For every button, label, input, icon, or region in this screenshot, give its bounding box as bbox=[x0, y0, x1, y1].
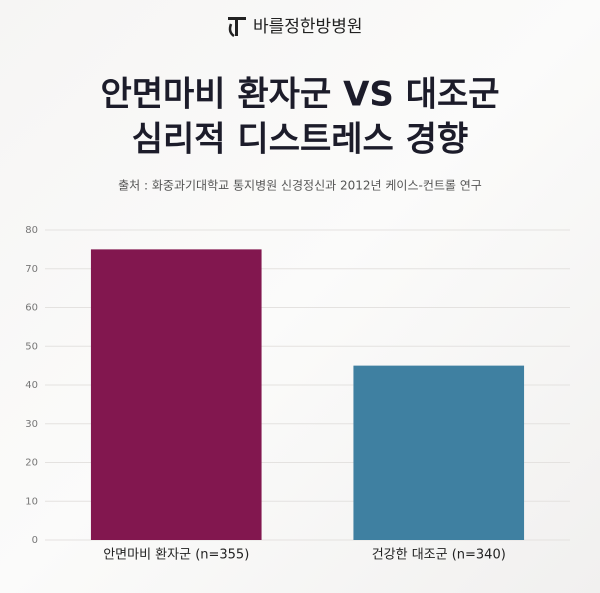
y-tick-label: 10 bbox=[25, 496, 38, 507]
logo-icon bbox=[228, 17, 246, 38]
chart-title: 심리적 디스트레스 경향 bbox=[132, 120, 468, 160]
y-tick-label: 80 bbox=[25, 225, 38, 236]
x-tick-label: 안면마비 환자군 (n=355) bbox=[103, 548, 249, 563]
chart-subtitle: 출처 : 화중과기대학교 통지병원 신경정신과 2012년 케이스-컨트롤 연구 bbox=[118, 179, 482, 193]
y-tick-label: 30 bbox=[25, 419, 38, 430]
y-tick-label: 20 bbox=[25, 458, 38, 469]
chart-title: 안면마비 환자군 VS 대조군 bbox=[100, 75, 499, 115]
y-tick-label: 50 bbox=[25, 341, 38, 352]
y-tick-label: 60 bbox=[25, 303, 38, 314]
bar bbox=[90, 249, 262, 540]
x-tick-label: 건강한 대조군 (n=340) bbox=[372, 548, 506, 563]
y-tick-label: 70 bbox=[25, 264, 38, 275]
y-tick-label: 40 bbox=[25, 380, 38, 391]
brand: 바를정한방병원 bbox=[253, 17, 362, 37]
bar bbox=[353, 365, 525, 540]
y-tick-label: 0 bbox=[32, 535, 38, 546]
